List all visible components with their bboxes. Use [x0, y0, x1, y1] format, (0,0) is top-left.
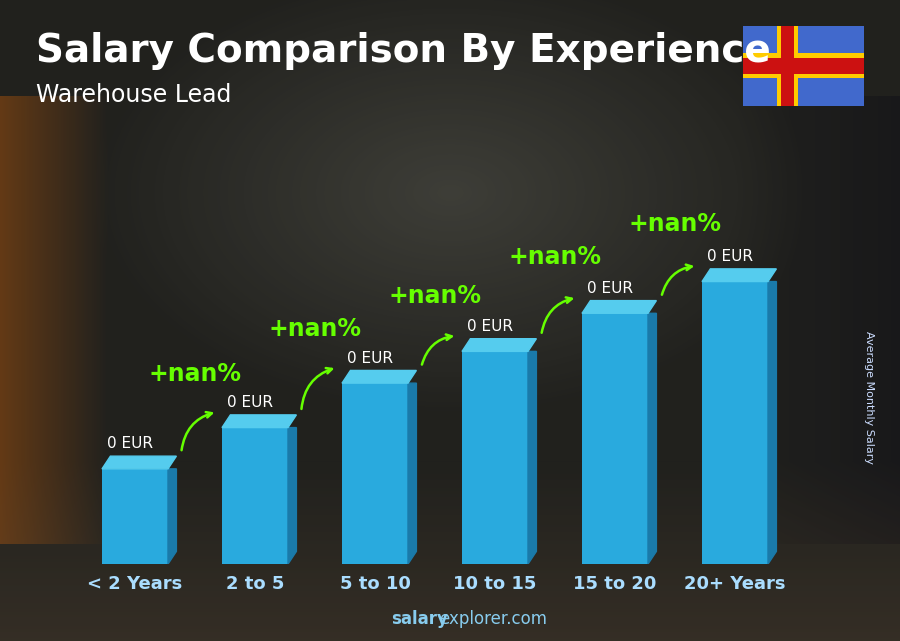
Text: 0 EUR: 0 EUR	[467, 319, 513, 334]
Polygon shape	[102, 456, 176, 469]
Bar	[102, 469, 168, 564]
Text: +nan%: +nan%	[148, 362, 241, 387]
Text: +nan%: +nan%	[268, 317, 362, 341]
Polygon shape	[342, 370, 417, 383]
Text: Average Monthly Salary: Average Monthly Salary	[863, 331, 874, 464]
Bar	[777, 26, 798, 106]
Text: explorer.com: explorer.com	[439, 610, 547, 628]
Text: 0 EUR: 0 EUR	[587, 281, 633, 296]
Bar	[342, 383, 408, 564]
Text: 0 EUR: 0 EUR	[107, 437, 153, 451]
Polygon shape	[648, 313, 656, 564]
Polygon shape	[528, 351, 536, 564]
Bar	[742, 58, 864, 74]
Text: 0 EUR: 0 EUR	[346, 351, 392, 365]
Bar	[462, 351, 528, 564]
Text: +nan%: +nan%	[628, 212, 722, 237]
Polygon shape	[168, 469, 176, 564]
Text: 0 EUR: 0 EUR	[227, 395, 273, 410]
Text: +nan%: +nan%	[508, 245, 601, 269]
Bar	[702, 281, 768, 564]
Bar	[582, 313, 648, 564]
Polygon shape	[582, 301, 656, 313]
Polygon shape	[408, 383, 417, 564]
Text: Warehouse Lead: Warehouse Lead	[36, 83, 231, 107]
Polygon shape	[462, 338, 536, 351]
Text: +nan%: +nan%	[389, 284, 482, 308]
Text: salary: salary	[392, 610, 448, 628]
Text: Salary Comparison By Experience: Salary Comparison By Experience	[36, 32, 770, 70]
Polygon shape	[702, 269, 777, 281]
Polygon shape	[222, 415, 296, 428]
Bar	[222, 428, 288, 564]
Bar	[742, 53, 864, 78]
Polygon shape	[768, 281, 777, 564]
Polygon shape	[288, 428, 296, 564]
Text: 0 EUR: 0 EUR	[706, 249, 752, 264]
Bar	[781, 26, 794, 106]
